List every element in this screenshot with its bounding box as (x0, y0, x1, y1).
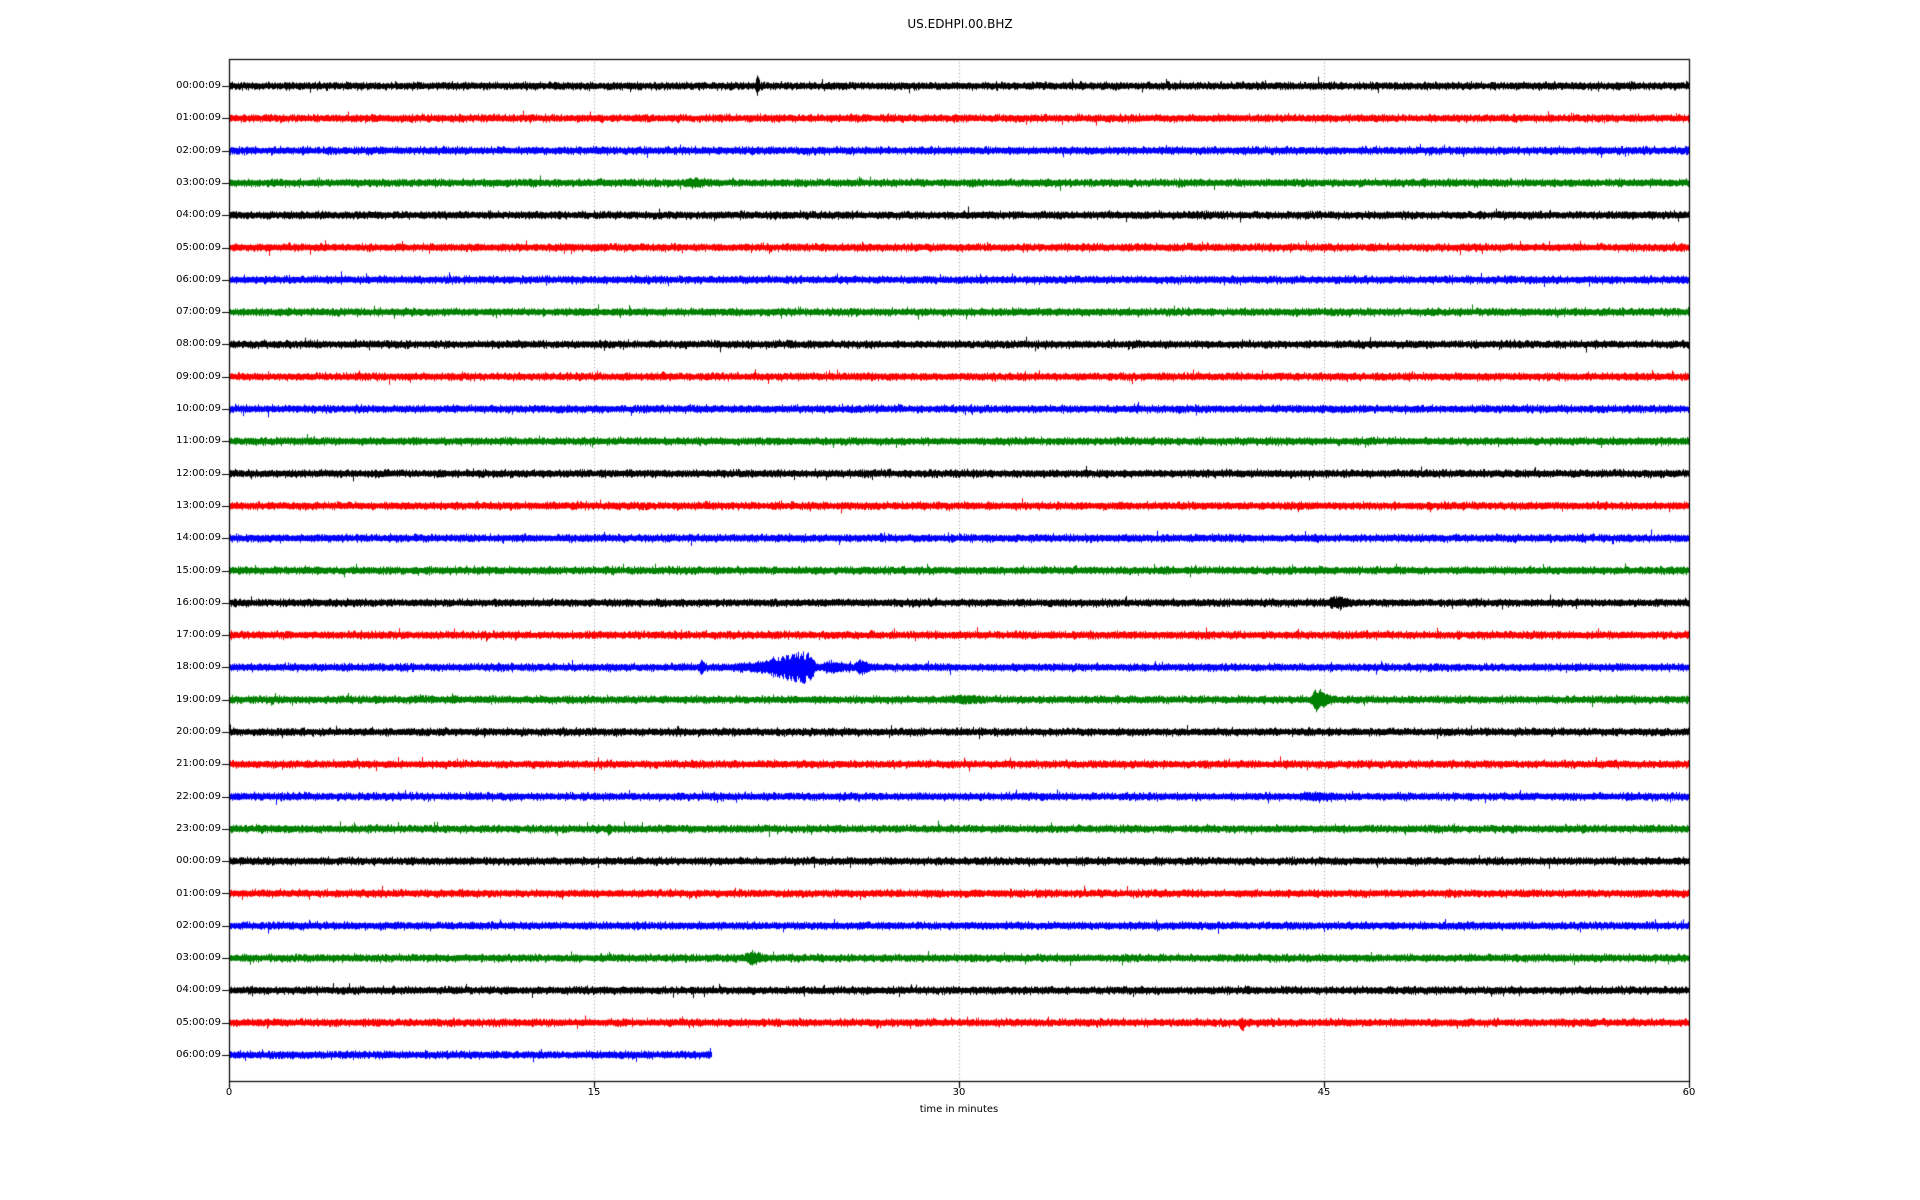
y-axis-label: 08:00:09 (176, 338, 221, 350)
y-axis-label: 12:00:09 (176, 467, 221, 479)
y-axis-label: 00:00:09 (176, 855, 221, 867)
y-axis-label: 23:00:09 (176, 822, 221, 834)
y-axis-label: 02:00:09 (176, 144, 221, 156)
y-axis-label: 02:00:09 (176, 919, 221, 931)
y-axis-label: 00:00:09 (176, 80, 221, 91)
y-axis-label: 15:00:09 (176, 564, 221, 576)
y-axis-label: 20:00:09 (176, 726, 221, 737)
y-axis-label: 18:00:09 (176, 661, 221, 673)
x-axis-tick-label: 60 (1682, 1087, 1696, 1098)
x-axis-tick-label: 0 (225, 1087, 233, 1098)
y-axis-label: 03:00:09 (176, 952, 221, 964)
y-axis-label: 01:00:09 (176, 112, 221, 124)
y-axis-label: 03:00:09 (176, 176, 221, 188)
y-axis-label: 22:00:09 (176, 790, 221, 802)
y-axis-label: 19:00:09 (176, 693, 221, 705)
x-axis-tick-label: 15 (587, 1087, 601, 1098)
y-axis-label: 09:00:09 (176, 370, 221, 382)
y-axis-label: 07:00:09 (176, 306, 221, 318)
chart-title: US.EDHPI.00.BHZ (907, 17, 1013, 31)
y-axis-label: 04:00:09 (176, 209, 221, 221)
y-axis-label: 06:00:09 (176, 273, 221, 285)
y-axis-label: 01:00:09 (176, 887, 221, 899)
y-axis-label: 13:00:09 (176, 499, 221, 511)
y-axis-label: 11:00:09 (176, 435, 221, 447)
y-axis-label: 05:00:09 (176, 1016, 221, 1028)
y-axis-label: 05:00:09 (176, 241, 221, 253)
y-axis-label: 16:00:09 (176, 596, 221, 608)
y-axis-label: 06:00:09 (176, 1049, 221, 1060)
x-axis-tick-label: 45 (1317, 1087, 1331, 1098)
x-axis-title: time in minutes (919, 1104, 999, 1115)
y-axis-label: 04:00:09 (176, 984, 221, 996)
y-axis-label: 14:00:09 (176, 532, 221, 544)
x-axis-tick-label: 30 (952, 1087, 966, 1098)
y-axis-label: 17:00:09 (176, 629, 221, 641)
y-axis-label: 21:00:09 (176, 758, 221, 770)
y-axis-label: 10:00:09 (176, 403, 221, 414)
